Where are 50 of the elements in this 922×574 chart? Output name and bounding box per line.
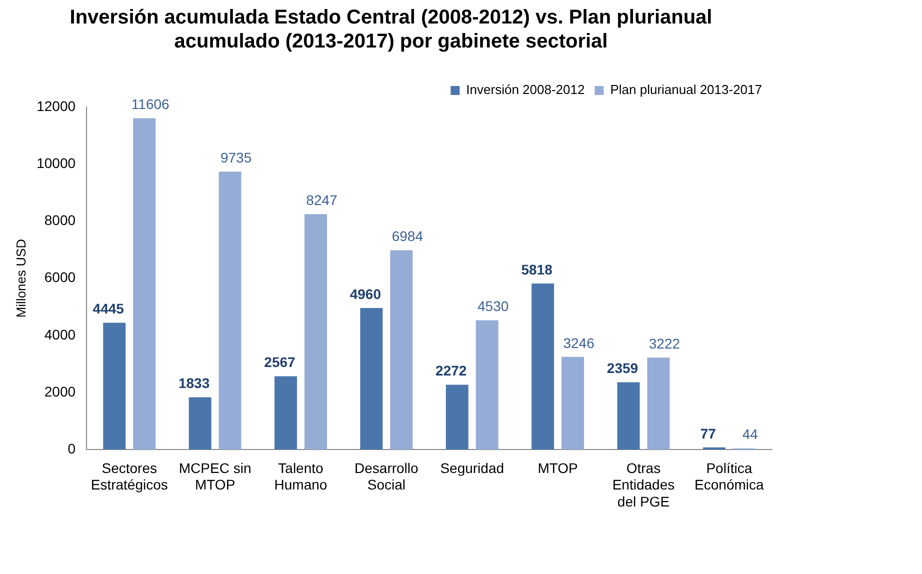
x-tick-label: Política Económica [694,460,764,493]
bar [476,320,498,450]
data-label: 2359 [606,360,638,376]
data-label: 4530 [478,298,509,314]
x-tick-label: Sectores Estratégicos [90,460,168,493]
data-label: 6984 [392,228,424,244]
x-tick-label: Seguridad [440,460,504,476]
legend-label: Plan plurianual 2013-2017 [610,82,762,98]
data-label: 8247 [306,192,338,208]
x-tick-label: MCPEC sin MTOP [178,460,252,493]
data-label: 11606 [131,96,170,112]
data-label: 3222 [648,335,680,352]
bar [702,447,726,450]
y-axis-title: Millones USD [13,238,28,318]
data-label: 1833 [178,375,210,392]
bar [218,172,242,450]
x-tick-label: Desarrollo Social [354,460,419,493]
y-tick-label: 10000 [36,154,76,171]
y-tick-label: 8000 [44,212,76,228]
data-label: 4445 [92,300,124,317]
bar [103,322,126,450]
bar [446,384,468,450]
bar [133,118,156,450]
data-label: 2272 [436,362,467,379]
bar [562,356,584,450]
data-label: 3246 [563,334,595,351]
chart-title: Inversión acumulada Estado Central (2008-2012) vs. Plan plurianual acumulado (2013-2017) por gabinete sectorial [70,6,712,53]
y-tick-label: 6000 [44,269,76,286]
bar [304,214,327,450]
bar [617,382,640,450]
y-tick-label: 12000 [36,98,76,114]
data-label: 4960 [350,286,382,302]
y-tick-label: 0 [68,440,76,456]
data-label: 2567 [264,354,296,370]
x-tick-label: Talento Humano [274,460,328,493]
x-tick-label: MTOP [538,460,578,476]
bar [188,397,212,450]
data-label: 44 [742,426,758,442]
bar [532,283,554,450]
data-label: 77 [700,425,716,442]
y-tick-label: 2000 [44,383,76,400]
legend-label: Inversión 2008-2012 [466,82,585,98]
data-label: 9735 [220,150,252,166]
bar [647,358,670,450]
bar [360,308,383,450]
x-tick-label: Otras Entidades del PGE [612,460,675,510]
data-label: 5818 [521,261,553,278]
bar [274,376,297,450]
y-tick-label: 4000 [44,326,76,342]
bar [390,250,413,450]
